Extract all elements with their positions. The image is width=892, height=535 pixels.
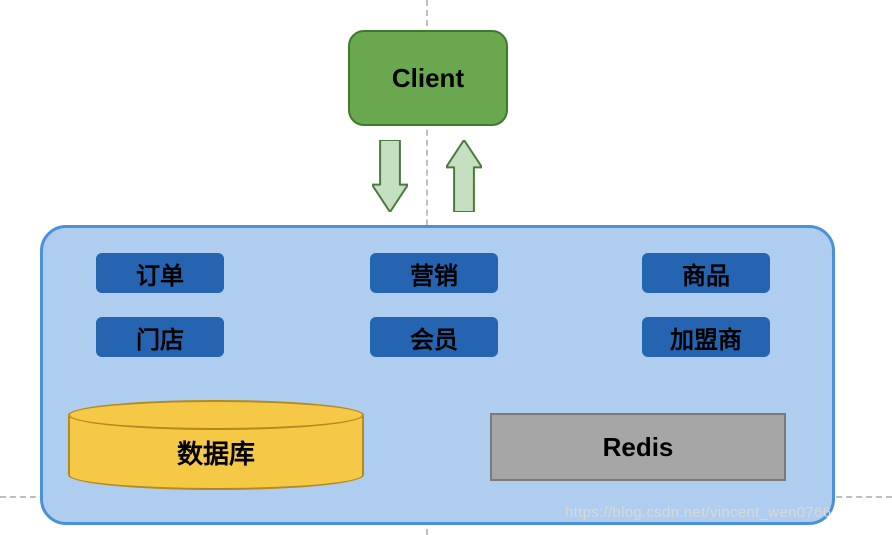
module-label: 商品 <box>682 256 730 291</box>
module-product: 商品 <box>642 253 770 293</box>
module-label: 会员 <box>410 320 458 355</box>
module-label: 营销 <box>410 256 458 291</box>
arrow-up-icon <box>446 140 482 212</box>
watermark-text: https://blog.csdn.net/vincent_wen0766 <box>565 504 831 521</box>
arrow-down-icon <box>372 140 408 212</box>
module-label: 订单 <box>136 256 184 291</box>
module-label: 加盟商 <box>670 320 742 355</box>
module-store: 门店 <box>96 317 224 357</box>
database-node: 数据库 <box>68 400 364 490</box>
module-franchise: 加盟商 <box>642 317 770 357</box>
module-label: 门店 <box>136 320 184 355</box>
client-node: Client <box>348 30 508 126</box>
database-label: 数据库 <box>68 415 364 490</box>
redis-node: Redis <box>490 413 786 481</box>
module-orders: 订单 <box>96 253 224 293</box>
redis-label: Redis <box>603 432 674 463</box>
module-member: 会员 <box>370 317 498 357</box>
module-marketing: 营销 <box>370 253 498 293</box>
client-label: Client <box>392 63 464 94</box>
